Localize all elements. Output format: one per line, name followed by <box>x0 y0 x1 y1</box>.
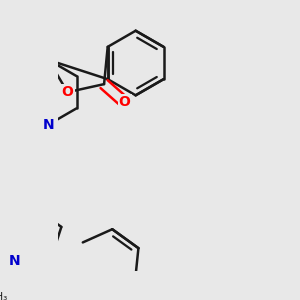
Text: O: O <box>61 85 74 99</box>
Text: CH₃: CH₃ <box>0 292 8 300</box>
Text: N: N <box>43 118 54 131</box>
Text: N: N <box>8 254 20 268</box>
Text: O: O <box>119 95 130 109</box>
